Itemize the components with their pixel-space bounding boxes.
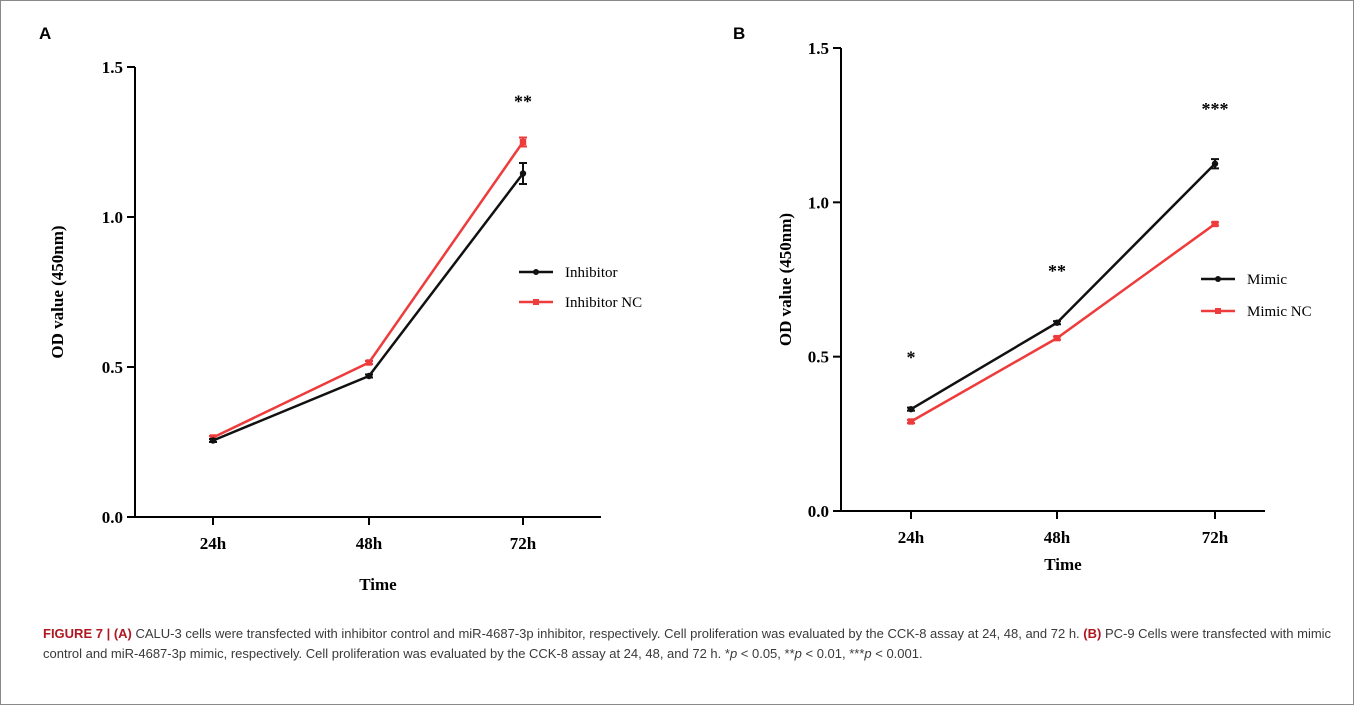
caption-figure-label: FIGURE 7 | bbox=[43, 626, 111, 641]
panel-a-series-1-point bbox=[365, 372, 373, 380]
panel-a-x-axis-title: Time bbox=[359, 575, 397, 594]
caption-p1-stars: * bbox=[724, 646, 730, 661]
panel-b-series-2-point bbox=[1211, 220, 1219, 228]
panel-b-x-tick-label: 72h bbox=[1202, 528, 1229, 547]
panel-a-y-tick-label: 1.0 bbox=[102, 208, 123, 227]
panel-b-y-tick-label: 1.0 bbox=[808, 193, 829, 212]
panel-a-significance-label: ** bbox=[514, 92, 532, 112]
panel-b-legend-marker-2 bbox=[1215, 308, 1221, 314]
panel-a-y-tick-label: 0.5 bbox=[102, 358, 123, 377]
panel-b-series-2-point bbox=[907, 418, 915, 425]
panel-b-series-1-point bbox=[1053, 319, 1061, 326]
panel-a-legend-label-1: Inhibitor bbox=[565, 265, 618, 281]
panel-a-series-2-line bbox=[212, 141, 525, 439]
panel-b-y-tick-label: 1.5 bbox=[808, 39, 829, 58]
panel-b-legend-label-1: Mimic bbox=[1247, 272, 1287, 288]
panel-a-series-2-point bbox=[519, 138, 527, 146]
panel-b-significance-label: * bbox=[907, 348, 916, 368]
panel-b-y-tick-label: 0.5 bbox=[808, 348, 829, 367]
panel-b-legend-marker-1 bbox=[1215, 276, 1221, 282]
panel-a-y-tick-label: 1.5 bbox=[102, 58, 123, 77]
caption-b-label: (B) bbox=[1083, 626, 1102, 641]
panel-a-x-tick-label: 72h bbox=[510, 534, 537, 553]
panel-b-series-1-line bbox=[910, 162, 1216, 411]
panel-b-significance-label: *** bbox=[1202, 99, 1229, 119]
panel-a-series-1-point bbox=[209, 437, 217, 444]
panel-b-y-tick-label: 0.0 bbox=[808, 502, 829, 521]
caption-p3-p: p bbox=[864, 646, 872, 661]
panel-b-series-2-line bbox=[910, 222, 1216, 423]
caption-p1-rest: < 0.05, bbox=[737, 646, 785, 661]
panel-a-y-axis-title: OD value (450nm) bbox=[48, 225, 67, 358]
caption-a-label: (A) bbox=[113, 626, 132, 641]
panel-b-series-1-point bbox=[1211, 160, 1219, 167]
caption-p2-rest: < 0.01, bbox=[801, 646, 850, 661]
caption-b-text: PC-9 Cells were transfected with mimic c… bbox=[43, 626, 1332, 661]
caption-p3-stars: *** bbox=[849, 646, 865, 661]
caption-p3-rest: < 0.001. bbox=[871, 646, 923, 661]
panel-b-x-tick-label: 48h bbox=[1044, 528, 1071, 547]
panel-b-letter: B bbox=[733, 24, 745, 43]
panel-a-x-tick-label: 48h bbox=[356, 534, 383, 553]
caption-a-text: CALU-3 cells were transfected with inhib… bbox=[131, 626, 1084, 641]
panel-b-x-tick-label: 24h bbox=[898, 528, 925, 547]
panel-a-series-1-line bbox=[212, 172, 524, 442]
figure-caption: FIGURE 7 | (A) CALU-3 cells were transfe… bbox=[43, 624, 1333, 664]
panel-a-x-tick-label: 24h bbox=[200, 534, 227, 553]
panel-b-series-1-point bbox=[907, 405, 915, 413]
chart-panel-a: A 0.0 0.5 1.0 1.5 24h 48h 72h Time OD value (450n… bbox=[39, 24, 642, 594]
panel-a-legend-label-2: Inhibitor NC bbox=[565, 295, 642, 311]
panel-b-legend-label-2: Mimic NC bbox=[1247, 304, 1312, 320]
caption-p2-stars: ** bbox=[784, 646, 795, 661]
caption-p2-p: p bbox=[794, 646, 802, 661]
panel-a-series-1-point bbox=[519, 170, 527, 177]
panel-a-legend-marker-1 bbox=[533, 269, 539, 275]
panel-a-letter: A bbox=[39, 24, 51, 43]
caption-p1-p: p bbox=[729, 646, 738, 661]
chart-panel-b: B 0.0 0.5 1.0 1.5 24h 48h 72h Time OD value (450n… bbox=[733, 24, 1312, 574]
panel-b-x-axis-title: Time bbox=[1044, 555, 1082, 574]
panel-a-y-tick-label: 0.0 bbox=[102, 508, 123, 527]
panel-a-series-2-point bbox=[365, 359, 373, 366]
panel-b-series-2-point bbox=[1053, 334, 1061, 342]
panel-b-significance-label: ** bbox=[1048, 261, 1066, 281]
panel-b-y-axis-title: OD value (450nm) bbox=[776, 213, 795, 346]
panel-a-legend-marker-2 bbox=[533, 299, 539, 305]
